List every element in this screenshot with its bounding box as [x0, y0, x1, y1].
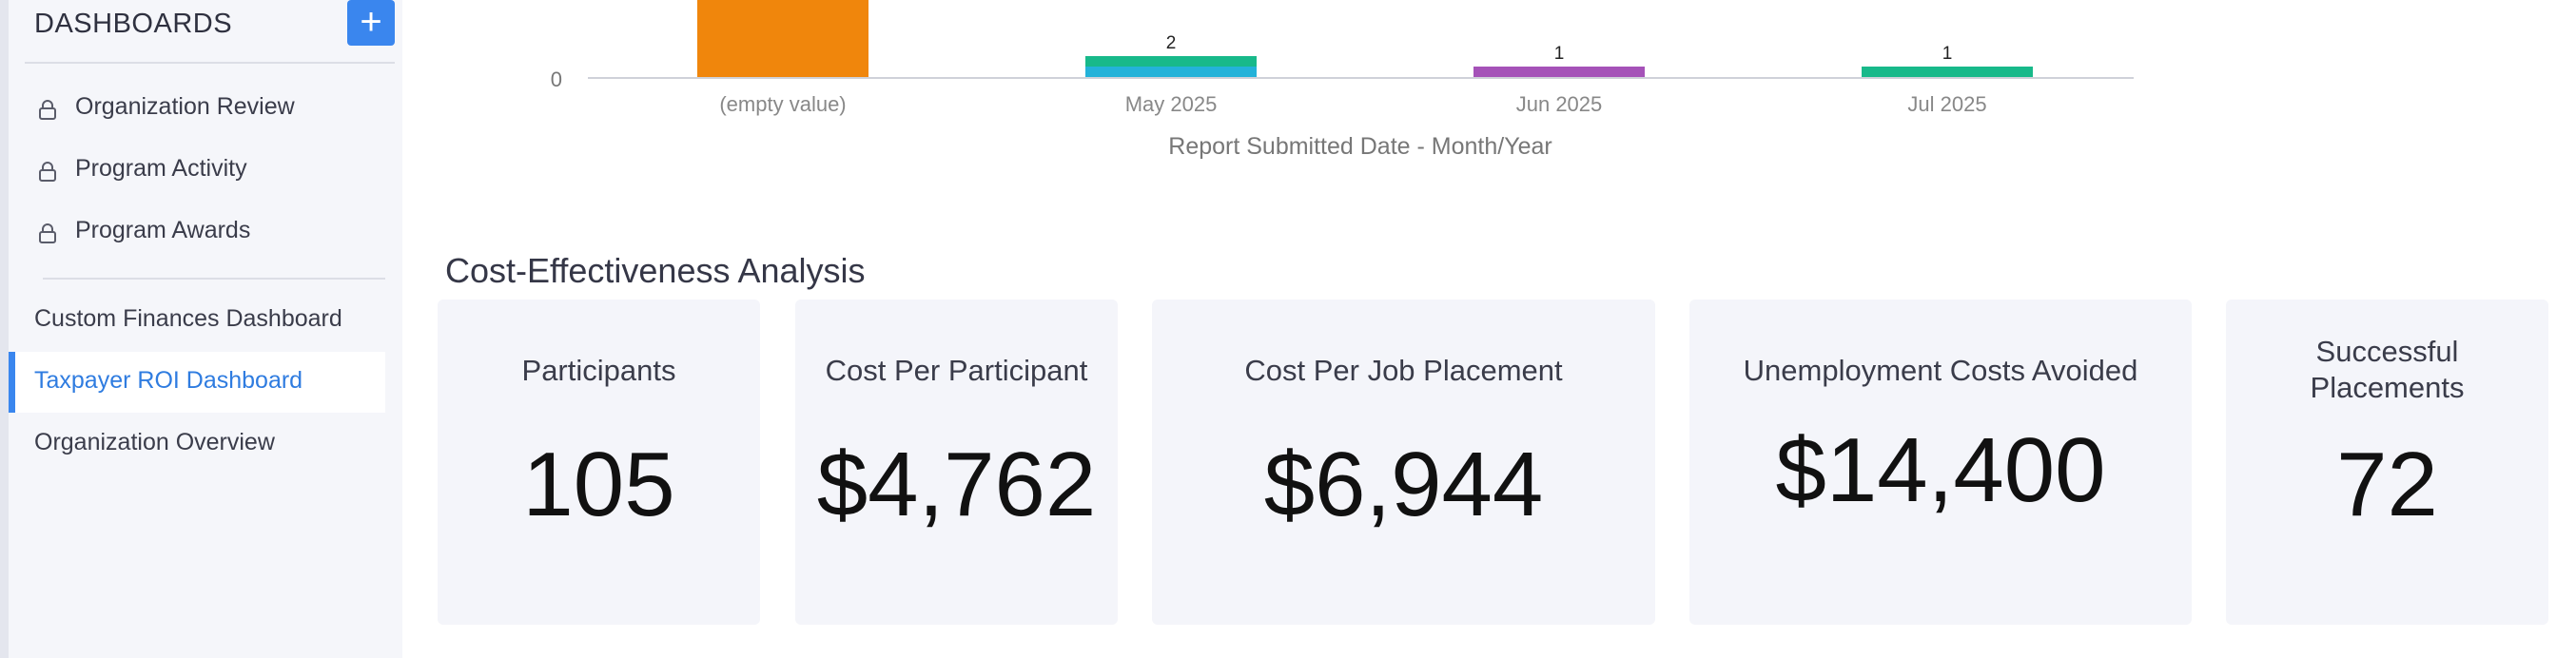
kpi-value: 72	[2336, 434, 2438, 535]
lock-icon	[39, 100, 56, 120]
sidebar-item-program-activity[interactable]: Program Activity	[9, 140, 402, 201]
kpi-value: $6,944	[1263, 434, 1544, 535]
sidebar-header: DASHBOARDS +	[25, 0, 395, 64]
x-tick-label: (empty value)	[719, 92, 846, 116]
kpi-card-successful-placements: Successful Placements 72	[2226, 300, 2548, 625]
x-axis-label: Report Submitted Date - Month/Year	[1168, 133, 1551, 160]
kpi-label: Participants	[521, 354, 676, 387]
sidebar-item-label: Organization Overview	[34, 429, 275, 455]
kpi-value: 105	[522, 434, 675, 535]
sidebar-item-organization-review[interactable]: Organization Review	[9, 78, 402, 139]
bar-total-label: 1	[1554, 44, 1565, 64]
sidebar-item-label: Organization Review	[75, 93, 295, 120]
report-date-bar-chart: 0 Report Submitted Date - Month/Year (em…	[551, 0, 2134, 160]
kpi-card-cost-per-participant: Cost Per Participant $4,762	[795, 300, 1118, 625]
sidebar-item-program-awards[interactable]: Program Awards	[9, 202, 402, 262]
kpi-label: Successful Placements	[2310, 335, 2465, 404]
kpi-label: Cost Per Participant	[825, 354, 1088, 387]
bar-segment[interactable]	[1085, 56, 1257, 67]
bar-total-label: 1	[1942, 44, 1953, 64]
kpi-card-unemployment-costs-avoided: Unemployment Costs Avoided $14,400	[1689, 300, 2192, 625]
bar-segment[interactable]	[697, 0, 868, 77]
y-tick-label: 0	[551, 68, 562, 91]
sidebar-item-label: Custom Finances Dashboard	[34, 305, 342, 332]
bar-total-label: 2	[1166, 33, 1177, 53]
section-title: Cost-Effectiveness Analysis	[445, 251, 866, 290]
sidebar-item-taxpayer-roi[interactable]: Taxpayer ROI Dashboard	[9, 352, 385, 413]
x-tick-label: Jun 2025	[1516, 92, 1603, 116]
x-tick-label: May 2025	[1125, 92, 1218, 116]
sidebar-item-label: Program Activity	[75, 155, 247, 182]
kpi-value: $4,762	[816, 434, 1097, 535]
kpi-label: Cost Per Job Placement	[1244, 354, 1563, 387]
sidebar-divider	[43, 278, 385, 280]
kpi-card-cost-per-job-placement: Cost Per Job Placement $6,944	[1152, 300, 1655, 625]
bar-segment[interactable]	[1085, 67, 1257, 77]
kpi-label: Unemployment Costs Avoided	[1743, 354, 2138, 387]
kpi-card-participants: Participants 105	[438, 300, 760, 625]
lock-icon	[39, 223, 56, 243]
kpi-value: $14,400	[1775, 419, 2106, 521]
x-tick-label: Jul 2025	[1907, 92, 1986, 116]
sidebar-item-organization-overview[interactable]: Organization Overview	[9, 414, 402, 474]
sidebar-item-custom-finances[interactable]: Custom Finances Dashboard	[9, 290, 402, 351]
sidebar-item-label: Program Awards	[75, 217, 251, 243]
lock-icon	[39, 162, 56, 182]
bar-segment[interactable]	[1473, 67, 1645, 77]
sidebar: DASHBOARDS + Organization Review Program…	[0, 0, 402, 658]
sidebar-item-label: Taxpayer ROI Dashboard	[34, 367, 303, 394]
bar-segment[interactable]	[1862, 67, 2033, 77]
add-dashboard-button[interactable]: +	[347, 0, 395, 46]
sidebar-title: DASHBOARDS	[34, 9, 233, 39]
